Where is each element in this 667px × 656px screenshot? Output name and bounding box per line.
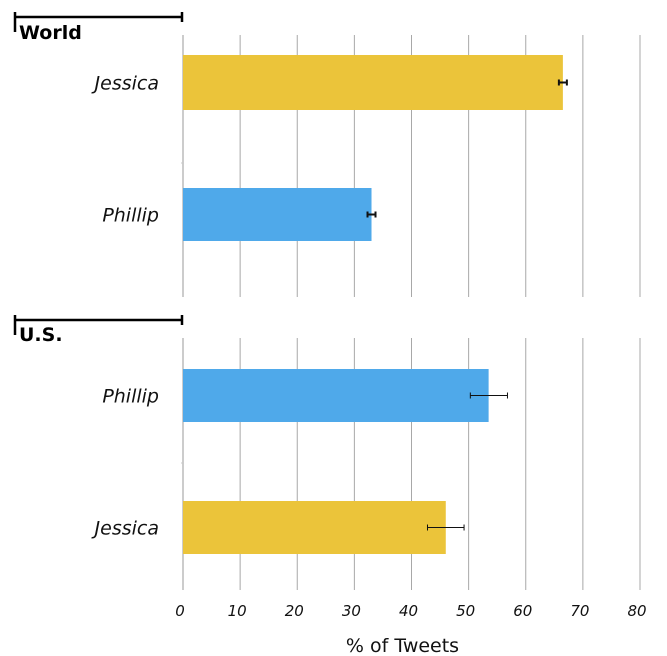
error-bar	[469, 392, 508, 399]
bar-phillip	[183, 188, 372, 241]
bar-phillip	[183, 369, 489, 422]
bar-jessica	[183, 55, 563, 110]
panel: U.S. Phillip Jessica	[13, 315, 508, 554]
x-tick-label: 20	[285, 602, 304, 620]
category-label: Phillip	[102, 386, 159, 408]
bar-jessica	[183, 501, 446, 554]
x-tick-label: 50	[456, 602, 475, 620]
panel-bracket	[13, 315, 184, 335]
panel: World Jessica Phillip	[13, 12, 568, 241]
panel-label: World	[19, 22, 82, 44]
category-label: Phillip	[102, 205, 159, 227]
error-bar	[426, 524, 465, 531]
error-bar	[366, 211, 377, 218]
error-bar	[557, 79, 568, 86]
x-axis-title: % of Tweets	[346, 635, 459, 656]
category-label: Jessica	[91, 518, 159, 540]
x-tick-label: 60	[513, 602, 532, 620]
x-tick-labels: 0 10 20 30 40 50 60 70 80	[175, 602, 646, 620]
x-tick-label: 10	[228, 602, 247, 620]
panel-label: U.S.	[19, 324, 63, 346]
x-tick-label: 0	[175, 602, 185, 620]
x-tick-label: 30	[342, 602, 361, 620]
x-tick-label: 40	[399, 602, 418, 620]
x-tick-label: 70	[570, 602, 589, 620]
panels: World Jessica Phillip U.S. Phillip Jessica	[13, 12, 568, 554]
panel-bracket	[13, 12, 184, 32]
x-tick-label: 80	[627, 602, 646, 620]
category-label: Jessica	[91, 73, 159, 95]
